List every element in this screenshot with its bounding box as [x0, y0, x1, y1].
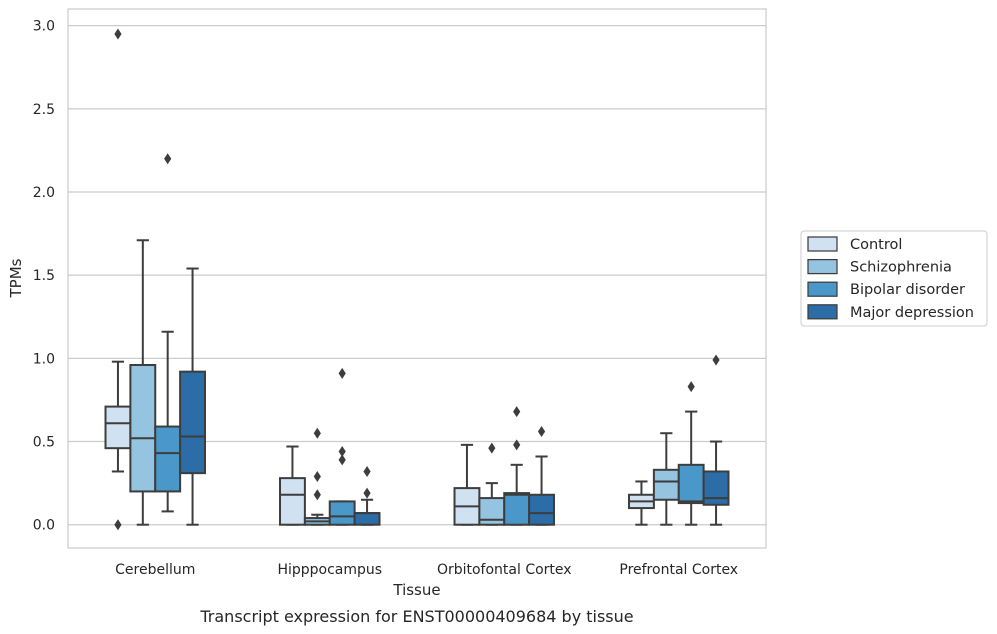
legend-swatch: [807, 258, 838, 275]
x-tick-label: Cerebellum: [115, 562, 195, 578]
box: [328, 500, 356, 526]
box: [652, 468, 680, 501]
outlier-point: [338, 446, 346, 458]
box-group: [628, 354, 730, 526]
outlier-point: [313, 489, 321, 501]
box: [154, 425, 182, 493]
box-groups: [104, 28, 730, 531]
box-group: [279, 367, 381, 526]
legend-swatch: [807, 236, 838, 252]
box-group: [104, 28, 206, 531]
y-tick-label: 2.0: [33, 185, 55, 201]
legend-label: Major depression: [850, 305, 974, 321]
y-tick-label: 1.0: [33, 351, 55, 367]
y-tick-label: 0.5: [33, 435, 55, 451]
box: [179, 370, 206, 475]
legend: Control Schizophrenia Bipolar disorder Majo…: [800, 230, 988, 327]
outlier-point: [537, 426, 546, 438]
y-tick-label: 1.5: [33, 268, 55, 284]
outlier-point: [513, 439, 521, 451]
x-tick-label: Prefrontal Cortex: [619, 562, 738, 578]
box: [702, 470, 730, 506]
x-tick-label: Orbitofontal Cortex: [437, 562, 572, 578]
chart-caption: Transcript expression for ENST0000040968…: [199, 607, 633, 626]
y-tick-label: 2.5: [33, 102, 55, 118]
outlier-point: [164, 153, 172, 165]
outlier-point: [338, 454, 346, 466]
y-tick-label: 0.0: [33, 518, 55, 534]
x-axis-label: Tissue: [392, 581, 440, 599]
plot-frame: [67, 8, 767, 549]
legend-item: Bipolar disorder: [807, 281, 965, 298]
outlier-point: [712, 354, 720, 366]
box-group: [453, 406, 555, 526]
box: [503, 492, 531, 526]
legend-item: Schizophrenia: [807, 258, 952, 276]
legend-label: Schizophrenia: [850, 260, 952, 276]
outlier-point: [114, 28, 122, 40]
legend-swatch: [807, 304, 838, 320]
outlier-point: [363, 487, 371, 499]
outlier-point: [488, 442, 496, 454]
box: [528, 493, 555, 526]
y-axis-label: TPMs: [7, 258, 25, 298]
legend-swatch: [807, 281, 838, 297]
outlier-point: [338, 367, 346, 379]
outlier-point: [363, 465, 371, 477]
legend-item: Major depression: [807, 304, 974, 321]
legend-label: Control: [850, 237, 902, 253]
y-tick-labels: 0.0 0.5 1.0 1.5 2.0 2.5 3.0: [33, 19, 55, 534]
legend-frame: [800, 230, 988, 327]
box: [279, 477, 306, 526]
box: [129, 364, 157, 493]
legend-label: Bipolar disorder: [850, 282, 965, 298]
outlier-point: [687, 381, 695, 393]
x-tick-label: Hipppocampus: [277, 562, 382, 578]
outlier-point: [114, 519, 122, 531]
outlier-point: [313, 427, 321, 439]
box: [104, 405, 132, 450]
legend-item: Control: [807, 236, 902, 253]
x-tick-labels: Cerebellum Hipppocampus Orbitofontal Corte…: [115, 562, 738, 578]
outlier-point: [313, 470, 321, 482]
box: [677, 463, 705, 505]
outlier-point: [513, 406, 521, 418]
y-tick-label: 3.0: [33, 19, 55, 35]
box: [353, 512, 381, 526]
